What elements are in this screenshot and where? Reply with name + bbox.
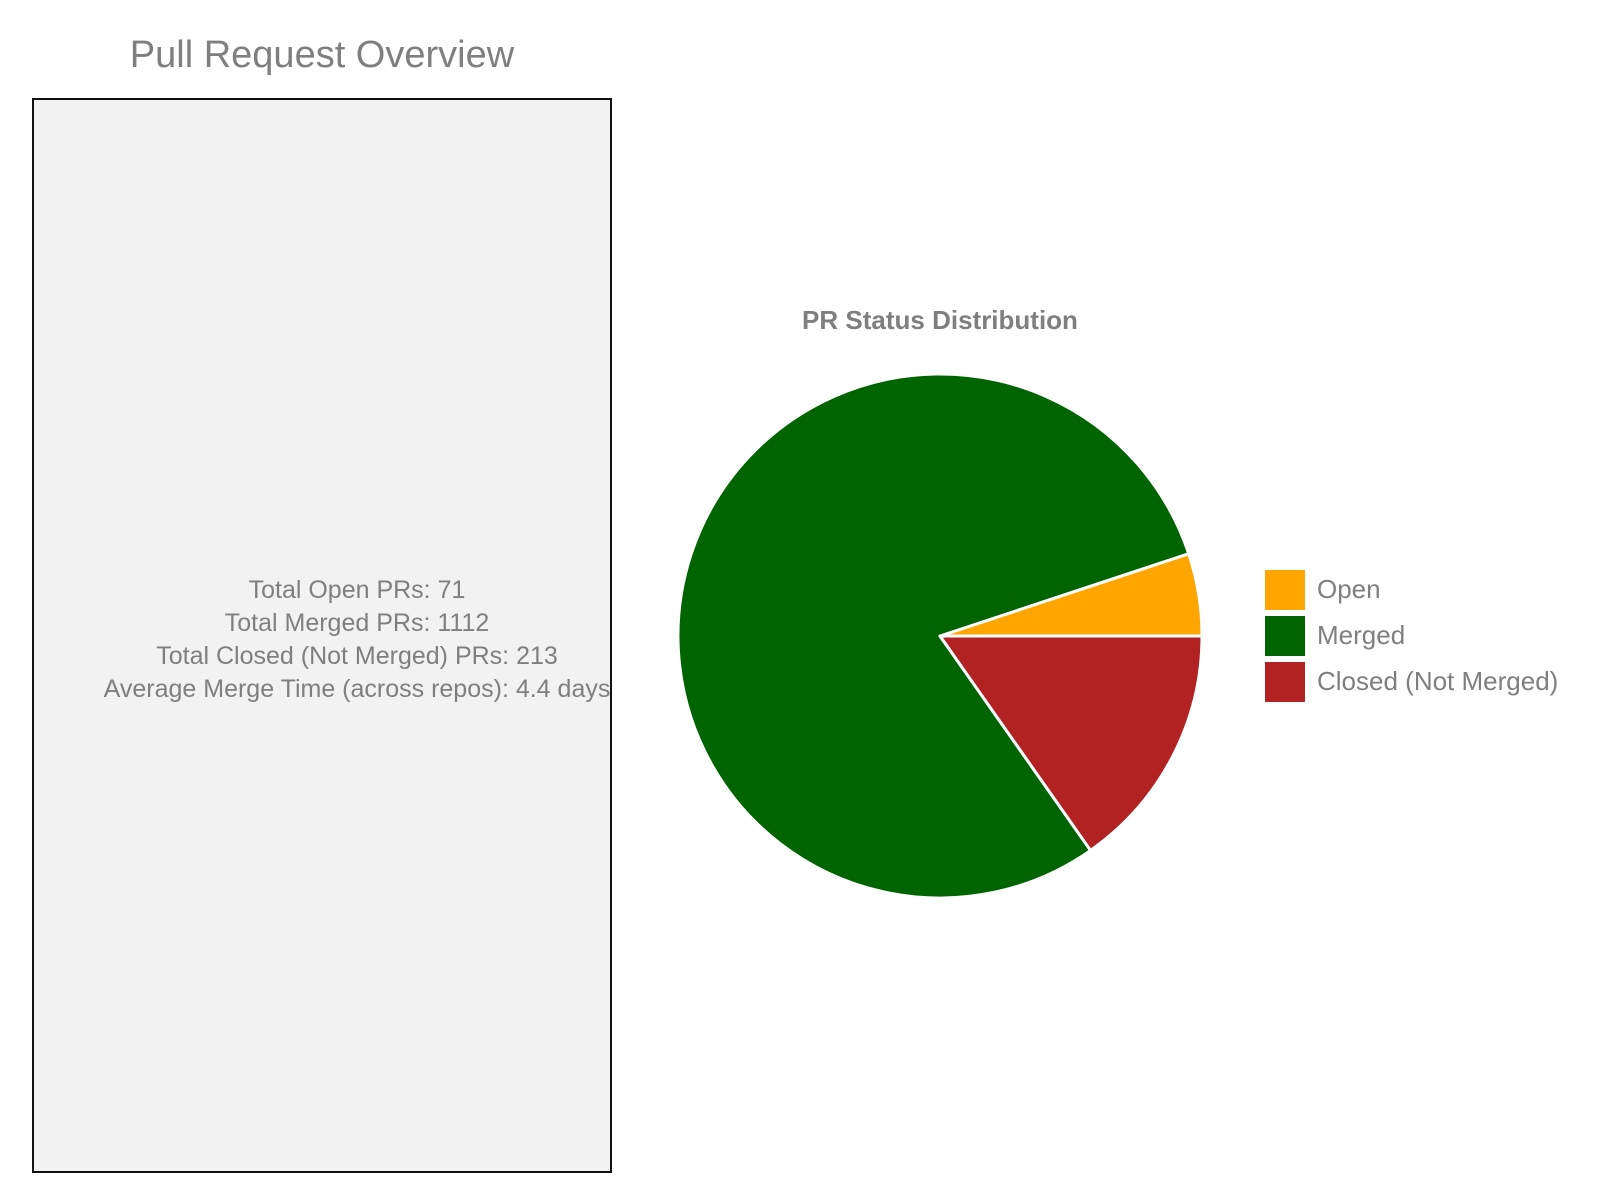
overview-title: Pull Request Overview: [129, 34, 515, 76]
legend-label-open: Open: [1317, 574, 1381, 604]
pie-chart-title: PR Status Distribution: [802, 305, 1078, 335]
legend-swatch-open: [1265, 570, 1305, 610]
stat-average-merge-time: Average Merge Time (across repos): 4.4 d…: [103, 675, 611, 703]
legend-swatch-merged: [1265, 616, 1305, 656]
stat-open-prs: Total Open PRs: 71: [248, 576, 466, 604]
stat-closed-prs: Total Closed (Not Merged) PRs: 213: [156, 642, 558, 670]
legend-swatch-closed: [1265, 662, 1305, 702]
stat-merged-prs: Total Merged PRs: 1112: [224, 609, 490, 637]
overview-stats: Total Open PRs: 71 Total Merged PRs: 111…: [32, 574, 682, 706]
overview-panel: [32, 98, 612, 1173]
pie-slice-merged: [676, 372, 1191, 900]
pie-slice-closed: [938, 634, 1204, 852]
legend-label-closed: Closed (Not Merged): [1317, 666, 1559, 696]
legend-label-merged: Merged: [1317, 620, 1406, 650]
